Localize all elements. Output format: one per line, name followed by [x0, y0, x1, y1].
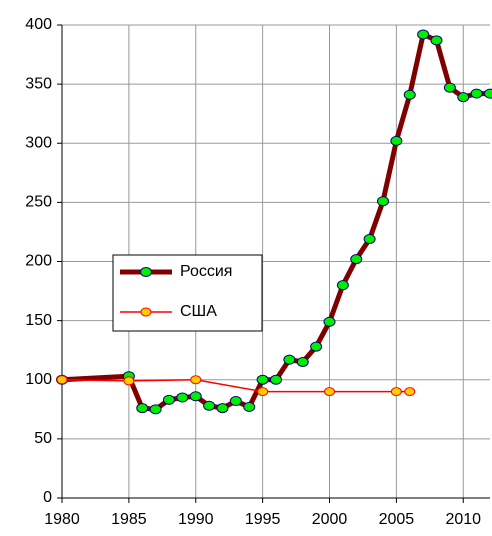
- y-tick-label: 100: [25, 371, 52, 388]
- x-tick-label: 2000: [312, 511, 348, 528]
- marker: [430, 35, 443, 46]
- legend-box: [112, 254, 263, 332]
- y-tick-label: 0: [43, 489, 52, 506]
- marker: [417, 29, 430, 40]
- marker: [176, 392, 189, 403]
- y-tick-label: 200: [25, 253, 52, 270]
- x-tick-label: 1995: [245, 511, 281, 528]
- marker: [310, 341, 323, 352]
- y-tick-label: 400: [25, 16, 52, 33]
- legend: Россия США: [112, 254, 263, 332]
- marker: [363, 234, 376, 245]
- marker: [403, 89, 416, 100]
- marker: [350, 254, 363, 265]
- x-tick-label: 1980: [44, 511, 80, 528]
- marker: [257, 387, 269, 397]
- x-tick-label: 1985: [111, 511, 147, 528]
- marker: [390, 135, 403, 146]
- marker: [190, 375, 202, 385]
- marker: [216, 403, 229, 414]
- x-tick-label: 2010: [445, 511, 481, 528]
- marker: [189, 391, 202, 402]
- marker: [229, 396, 242, 407]
- y-tick-label: 300: [25, 134, 52, 151]
- marker: [377, 196, 389, 207]
- legend-label: Россия: [180, 263, 232, 280]
- marker: [336, 280, 349, 291]
- marker: [163, 394, 175, 405]
- legend-label: США: [180, 303, 217, 320]
- marker: [149, 404, 162, 415]
- marker: [296, 357, 309, 368]
- marker: [443, 82, 456, 93]
- marker: [203, 400, 216, 411]
- marker: [123, 376, 135, 386]
- marker: [390, 387, 402, 397]
- marker: [470, 88, 483, 99]
- marker: [324, 387, 335, 397]
- marker: [136, 403, 149, 414]
- legend-marker: [140, 307, 152, 317]
- y-tick-label: 250: [25, 194, 52, 211]
- y-tick-label: 50: [34, 430, 52, 447]
- marker: [404, 387, 416, 397]
- series-line: [61, 31, 490, 412]
- series-line: [61, 379, 410, 393]
- y-tick-label: 350: [25, 75, 52, 92]
- marker: [323, 316, 336, 327]
- marker: [484, 88, 492, 99]
- marker: [457, 92, 470, 103]
- legend-marker: [140, 267, 152, 277]
- marker: [256, 374, 269, 385]
- marker: [283, 354, 296, 365]
- y-tick-label: 150: [25, 312, 52, 329]
- marker: [243, 401, 256, 412]
- marker: [270, 374, 282, 385]
- x-tick-label: 1990: [178, 511, 214, 528]
- marker: [56, 375, 68, 385]
- x-tick-label: 2005: [379, 511, 415, 528]
